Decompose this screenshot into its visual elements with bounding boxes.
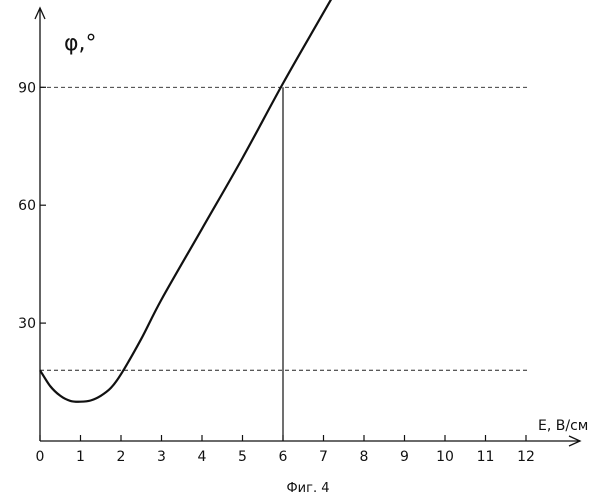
y-tick-label: 30 [18, 316, 36, 332]
x-tick-label: 11 [477, 449, 495, 465]
x-tick-label: 9 [400, 449, 409, 465]
figure-caption: Фиг. 4 [286, 481, 329, 496]
x-tick-label: 8 [360, 449, 369, 465]
y-tick-label: 60 [18, 198, 36, 214]
x-tick-label: 4 [198, 449, 207, 465]
x-tick-label: 3 [157, 449, 166, 465]
y-axis-label: φ,° [64, 31, 97, 56]
reference-lines [40, 0, 530, 370]
series-layer [40, 0, 518, 402]
y-tick-label: 90 [18, 80, 36, 96]
x-tick-label: 5 [238, 449, 247, 465]
x-tick-label: 12 [517, 449, 535, 465]
ticks: 0123456789101112306090120150180 [9, 0, 535, 465]
x-tick-label: 1 [76, 449, 85, 465]
x-axis-label: E, В/см [538, 418, 588, 434]
x-tick-label: 7 [319, 449, 328, 465]
x-tick-label: 0 [36, 449, 45, 465]
x-tick-label: 2 [117, 449, 126, 465]
x-tick-label: 6 [279, 449, 288, 465]
series-line [40, 0, 518, 402]
x-tick-label: 10 [436, 449, 454, 465]
